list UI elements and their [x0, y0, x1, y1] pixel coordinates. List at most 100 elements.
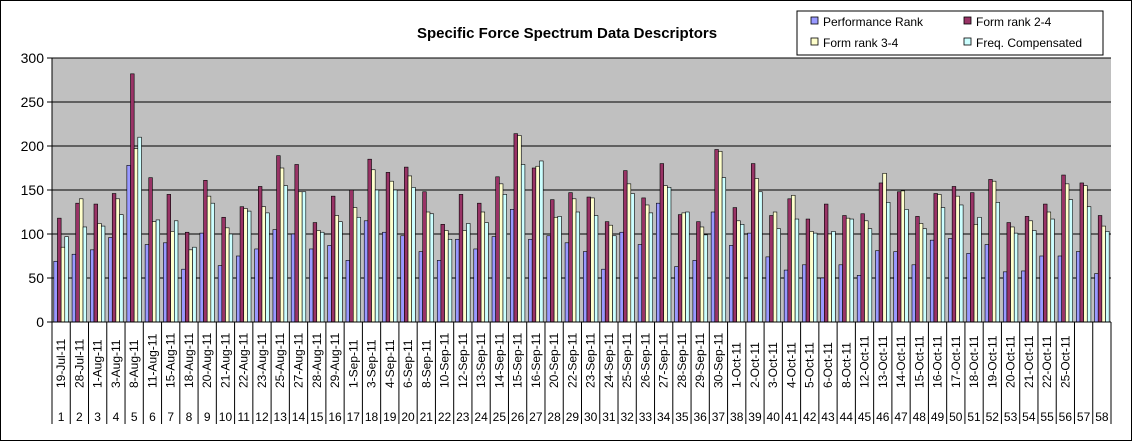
bar-form-rank-3-4 [772, 211, 778, 323]
x-date-label: 8-Oct-11 [839, 342, 853, 388]
x-category-label: 16 [328, 410, 342, 424]
bar-form-rank-2-4 [824, 203, 829, 323]
x-category-label: 22 [438, 410, 452, 424]
x-category-numbers: 1 2 3 4 5 6 7 8 9 10 11 12 13 14 15 16 17 18 19 20 21 22 23 24 2… [58, 410, 1109, 424]
bar-performance-rank [601, 268, 606, 323]
bar-form-rank-3-4 [663, 185, 668, 323]
legend-label-form-rank-2-4: Form rank 2-4 [976, 15, 1052, 29]
x-date-label: 11-Aug-11 [145, 333, 159, 388]
x-date-label: 15-Aug-11 [164, 333, 178, 388]
bar-form-rank-3-4 [645, 204, 650, 323]
x-category-label: 56 [1059, 410, 1073, 424]
bar-form-rank-3-4 [791, 194, 796, 323]
x-category-label: 14 [292, 410, 306, 424]
x-category-label: 35 [675, 410, 689, 424]
bar-form-rank-2-4 [111, 193, 117, 323]
bar-form-rank-2-4 [878, 182, 884, 323]
x-date-label: 15-Oct-11 [912, 335, 926, 388]
bar-form-rank-2-4 [1043, 203, 1048, 323]
bar-performance-rank [1076, 251, 1081, 323]
bar-freq-compensated [904, 209, 909, 323]
bar-form-rank-3-4 [1065, 183, 1070, 323]
bar-freq-compensated [794, 218, 800, 323]
bar-form-rank-3-4 [1010, 226, 1015, 323]
x-category-label: 45 [858, 410, 872, 424]
x-category-label: 41 [785, 410, 799, 424]
bar-form-rank-3-4 [97, 223, 102, 323]
y-tick-label: 50 [28, 270, 44, 286]
bar-freq-compensated [265, 212, 270, 323]
x-category-label: 19 [383, 410, 397, 424]
bar-freq-compensated [557, 216, 562, 323]
bar-performance-rank [1039, 255, 1044, 323]
x-date-label: 8-Sep-11 [419, 339, 433, 388]
x-date-label: 5-Oct-11 [803, 342, 817, 388]
bar-performance-rank [1094, 273, 1099, 323]
x-category-label: 5 [131, 410, 138, 424]
bar-form-rank-3-4 [681, 212, 686, 323]
x-category-label: 36 [694, 410, 708, 424]
bar-freq-compensated [101, 225, 106, 323]
bar-freq-compensated [155, 219, 161, 323]
x-category-label: 2 [76, 410, 83, 424]
bar-freq-compensated [1032, 230, 1037, 323]
x-category-label: 28 [547, 410, 561, 424]
bar-form-rank-3-4 [243, 208, 248, 323]
bar-form-rank-3-4 [261, 206, 266, 323]
bar-freq-compensated [174, 220, 179, 323]
x-date-label: 22-Sep-11 [565, 333, 579, 388]
bar-form-rank-2-4 [842, 215, 847, 323]
bar-performance-rank [181, 268, 186, 323]
legend-label-performance-rank: Performance Rank [823, 15, 924, 29]
bar-freq-compensated [1013, 232, 1019, 323]
bar-form-rank-3-4 [572, 198, 577, 323]
x-category-label: 55 [1040, 410, 1054, 424]
bar-performance-rank [108, 237, 113, 323]
bar-form-rank-2-4 [988, 179, 993, 323]
bar-form-rank-2-4 [477, 202, 482, 323]
bar-form-rank-3-4 [279, 167, 285, 323]
bar-form-rank-2-4 [331, 195, 336, 323]
bar-form-rank-3-4 [992, 180, 997, 323]
bar-performance-rank [966, 253, 971, 323]
legend-label-form-rank-3-4: Form rank 3-4 [823, 36, 899, 50]
x-date-label: 18-Oct-11 [967, 335, 981, 388]
bar-form-rank-2-4 [714, 149, 719, 323]
bar-performance-rank [692, 260, 697, 323]
x-date-label: 21-Aug-11 [218, 333, 232, 388]
bar-form-rank-3-4 [499, 183, 504, 323]
bar-freq-compensated [192, 246, 197, 323]
x-category-label: 49 [931, 410, 945, 424]
x-category-label: 48 [913, 410, 927, 424]
bar-performance-rank [217, 265, 223, 323]
bar-freq-compensated [64, 236, 69, 323]
x-category-label: 51 [967, 410, 981, 424]
bar-freq-compensated [301, 191, 307, 323]
x-date-label: 23-Aug-11 [255, 333, 269, 388]
bar-form-rank-3-4 [462, 230, 467, 323]
legend-label-freq-compensated: Freq. Compensated [976, 36, 1082, 50]
bar-performance-rank [1021, 270, 1026, 323]
bar-form-rank-2-4 [696, 221, 701, 323]
bar-form-rank-2-4 [586, 196, 591, 323]
bar-freq-compensated [356, 216, 361, 323]
bar-form-rank-2-4 [294, 164, 299, 323]
x-date-label: 20-Aug-11 [200, 333, 214, 388]
legend-swatch-performance-rank [810, 16, 819, 25]
x-date-label: 16-Sep-11 [529, 333, 543, 388]
bar-freq-compensated [539, 160, 544, 323]
bar-freq-compensated [447, 238, 453, 323]
bar-performance-rank [747, 232, 752, 323]
x-category-label: 29 [566, 410, 580, 424]
bar-freq-compensated [867, 228, 873, 323]
bar-form-rank-2-4 [659, 163, 664, 323]
bar-freq-compensated [667, 187, 672, 323]
x-date-label: 14-Oct-11 [894, 335, 908, 388]
x-category-label: 9 [204, 410, 211, 424]
bar-form-rank-3-4 [736, 220, 741, 323]
x-category-label: 44 [840, 410, 854, 424]
bar-form-rank-2-4 [367, 158, 372, 323]
bar-performance-rank [199, 232, 204, 323]
x-category-label: 38 [730, 410, 744, 424]
bar-performance-rank [400, 235, 405, 323]
